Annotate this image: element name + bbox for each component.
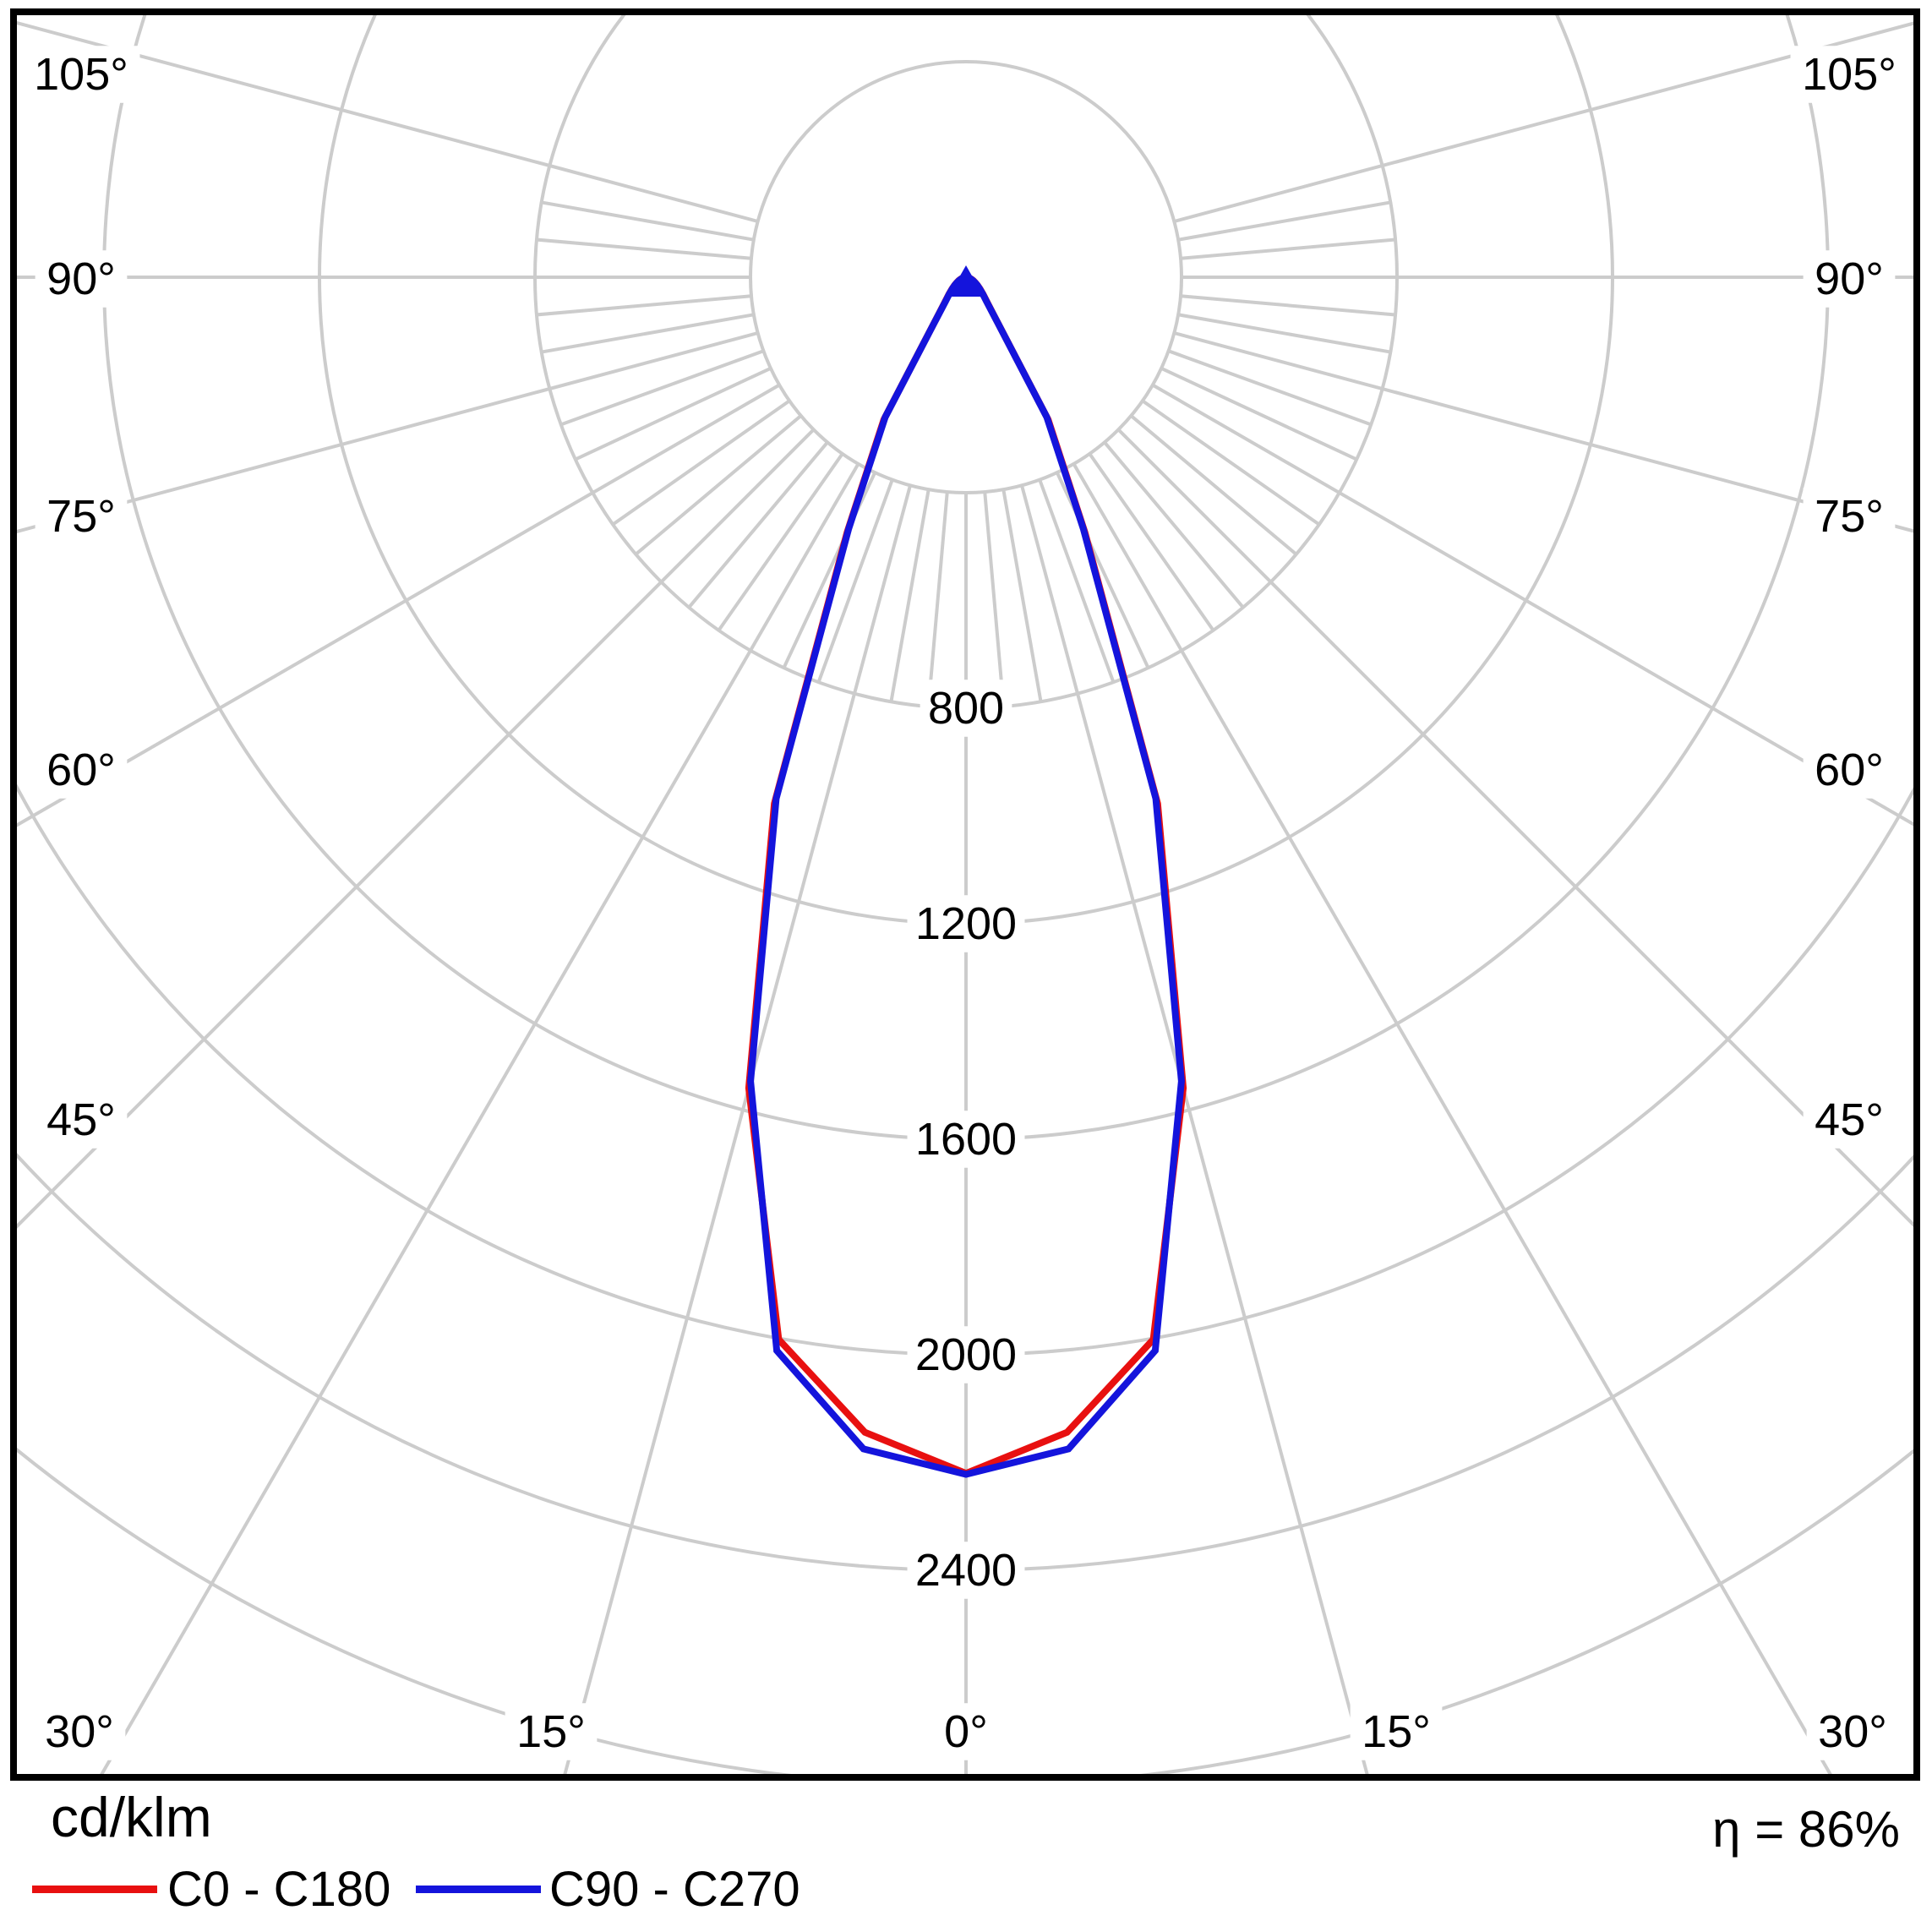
units-label: cd/klm xyxy=(51,1786,212,1848)
grid-radial-minor--50 xyxy=(635,414,802,556)
legend-line-c90-c270 xyxy=(416,1886,541,1893)
legend-line-c0-c180 xyxy=(32,1886,157,1893)
angle-label-left-0: 105° xyxy=(34,49,128,100)
angle-label-bottom-3-bg xyxy=(1350,1703,1443,1760)
grid-radial-minor-40 xyxy=(1103,441,1245,609)
ring-label-1600-bg xyxy=(907,1111,1025,1168)
angle-label-right-4: 45° xyxy=(1815,1094,1884,1145)
angle-label-left-4-bg xyxy=(35,1091,128,1149)
grid-radial-minor--85 xyxy=(536,294,752,317)
grid-radial-minor--35 xyxy=(717,452,844,631)
angle-label-right-2-bg xyxy=(1803,488,1896,545)
angle-label-left-1-bg xyxy=(35,250,128,308)
angle-label-right-1: 90° xyxy=(1815,254,1884,304)
grid-radial-minor--70 xyxy=(560,349,765,427)
grid-radial-major--45 xyxy=(17,428,816,1229)
angle-label-right-3: 60° xyxy=(1815,745,1884,795)
angle-label-right-0: 105° xyxy=(1802,49,1897,100)
legend-label-c0-c180: C0 - C180 xyxy=(167,1862,391,1917)
chart-frame xyxy=(10,8,1920,1781)
ring-label-2000-bg xyxy=(907,1326,1025,1384)
grid-radial-minor-65 xyxy=(1160,366,1358,461)
grid-radial-major-45 xyxy=(1116,428,1913,1227)
grid-radial-minor--40 xyxy=(687,441,829,609)
angle-label-bottom-1: 15° xyxy=(516,1706,586,1757)
angle-label-bottom-2-bg xyxy=(932,1703,1000,1760)
angle-label-left-3: 60° xyxy=(46,745,116,795)
grid-radial-minor-55 xyxy=(1141,399,1320,527)
origin-arrow-icon xyxy=(948,265,984,297)
angle-label-bottom-4-bg xyxy=(1806,1703,1899,1760)
angle-label-left-2-bg xyxy=(35,488,128,545)
grid-radial-major-60 xyxy=(1151,383,1913,827)
grid-radial-major--30 xyxy=(100,462,860,1774)
grid-radial-minor--100 xyxy=(541,200,755,242)
grid-radial-major--15 xyxy=(563,484,912,1774)
ring-label-1200: 1200 xyxy=(915,898,1017,949)
grid-radial-minor--65 xyxy=(574,366,772,461)
angle-label-bottom-2: 0° xyxy=(944,1706,988,1757)
grid-radial-minor-35 xyxy=(1088,452,1215,631)
grid-radial-major-105 xyxy=(1173,21,1913,223)
ring-label-800-bg xyxy=(920,679,1012,737)
angle-label-bottom-0: 30° xyxy=(45,1706,114,1757)
angle-label-left-2: 75° xyxy=(46,491,116,542)
angle-label-right-3-bg xyxy=(1803,741,1896,799)
ring-label-800: 800 xyxy=(928,683,1004,734)
grid-radial-minor-10 xyxy=(1001,488,1043,702)
axis-labels: 800 1200 1600 2000 2400 105° 90° 75° 60° 45° 105° 9… xyxy=(22,46,1908,1760)
angle-label-bottom-4: 30° xyxy=(1818,1706,1887,1757)
grid-radial-minor-85 xyxy=(1180,294,1396,317)
grid-radial-major-75 xyxy=(1173,331,1913,533)
grid-radial-minor--80 xyxy=(541,313,755,354)
efficiency-label: η = 86% xyxy=(1712,1801,1900,1858)
ring-label-2000: 2000 xyxy=(915,1329,1017,1380)
grid-radial-minor-95 xyxy=(1180,237,1396,260)
grid-radial-major--105 xyxy=(17,21,759,223)
legend-label-c90-c270: C90 - C270 xyxy=(549,1862,800,1917)
grid-radial-minor-100 xyxy=(1177,200,1391,242)
grid-radial-minor-5 xyxy=(983,491,1006,707)
angle-label-right-4-bg xyxy=(1803,1091,1896,1149)
angle-label-bottom-0-bg xyxy=(33,1703,126,1760)
angle-label-left-4: 45° xyxy=(46,1094,116,1145)
angle-label-bottom-1-bg xyxy=(505,1703,598,1760)
angle-label-right-2: 75° xyxy=(1815,491,1884,542)
grid-radial-major-15 xyxy=(1020,484,1369,1774)
ring-label-2400-bg xyxy=(907,1542,1025,1599)
ring-label-1600: 1600 xyxy=(915,1114,1017,1165)
grid-radial-minor--55 xyxy=(612,399,791,527)
grid-radial-minor-50 xyxy=(1130,414,1297,556)
angle-label-bottom-3: 15° xyxy=(1362,1706,1431,1757)
ring-label-1200-bg xyxy=(907,895,1025,952)
grid-radial-minor--95 xyxy=(536,237,752,260)
grid-radial-minor--5 xyxy=(926,491,949,707)
grid-radial-minor-70 xyxy=(1167,349,1372,427)
angle-label-right-0-bg xyxy=(1790,46,1908,103)
grid-radial-major--75 xyxy=(17,331,759,533)
grid-radial-minor--20 xyxy=(816,478,894,683)
grid-radial-minor-80 xyxy=(1177,313,1391,354)
angle-label-left-1: 90° xyxy=(46,254,116,304)
grid-radial-major--60 xyxy=(17,383,781,827)
grid-radial-major-30 xyxy=(1072,462,1832,1774)
grid-radial-minor-20 xyxy=(1038,478,1116,683)
grid-radial-minor--10 xyxy=(889,488,931,702)
angle-label-left-3-bg xyxy=(35,741,128,799)
angle-label-right-1-bg xyxy=(1803,250,1896,308)
ring-label-2400: 2400 xyxy=(915,1545,1017,1596)
angle-label-left-0-bg xyxy=(22,46,140,103)
